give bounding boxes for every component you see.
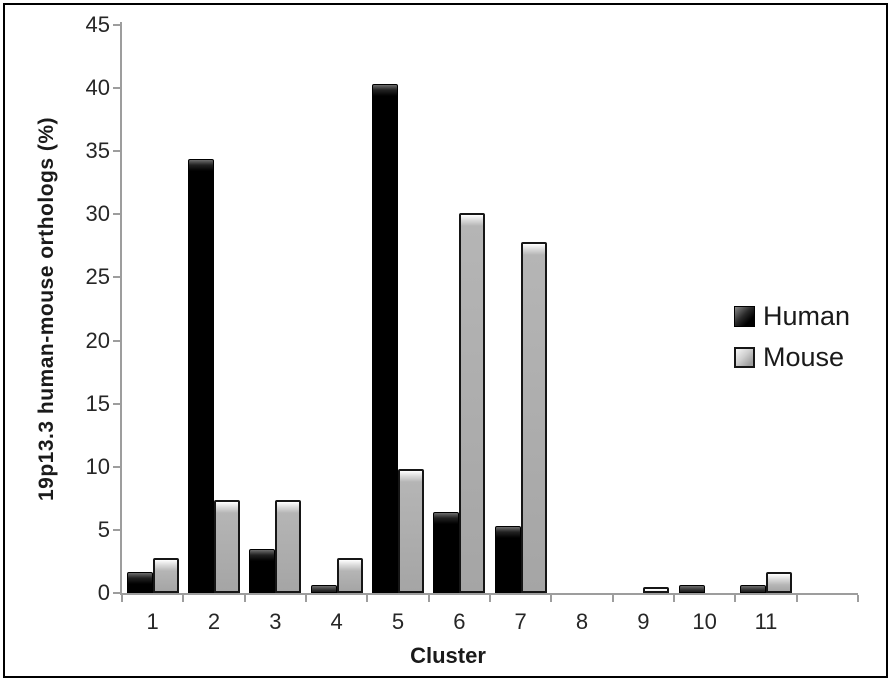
x-tick-label-10: 10 bbox=[692, 609, 717, 634]
x-tick-mark-11 bbox=[795, 595, 798, 602]
x-tick-mark-4 bbox=[366, 595, 369, 602]
x-tick-mark-9 bbox=[673, 595, 675, 602]
y-tick-label-10: 10 bbox=[85, 453, 110, 479]
y-tick-label-45: 45 bbox=[85, 12, 110, 37]
y-axis-title: 19p13.3 human-mouse orthologs (%) bbox=[35, 116, 58, 502]
bar-mouse-cluster-11 bbox=[766, 571, 792, 593]
y-tick-label-30: 30 bbox=[85, 201, 110, 227]
bar-mouse-cluster-1 bbox=[152, 557, 179, 593]
y-tick-mark-5 bbox=[113, 528, 121, 531]
bar-human-cluster-1 bbox=[126, 571, 153, 593]
x-tick-label-1: 1 bbox=[146, 609, 159, 634]
legend-label-mouse: Mouse bbox=[763, 342, 845, 372]
y-tick-mark-0 bbox=[113, 592, 121, 594]
bar-human-cluster-11 bbox=[740, 585, 766, 593]
bar-human-cluster-10 bbox=[678, 585, 705, 593]
bar-mouse-cluster-9 bbox=[643, 586, 670, 593]
x-tick-label-7: 7 bbox=[514, 609, 527, 634]
bar-mouse-cluster-2 bbox=[214, 499, 240, 593]
x-tick-mark-0 bbox=[121, 595, 123, 602]
y-tick-mark-25 bbox=[113, 276, 121, 279]
bar-mouse-cluster-5 bbox=[398, 469, 424, 593]
y-tick-mark-15 bbox=[113, 402, 121, 405]
bar-human-cluster-2 bbox=[188, 158, 214, 593]
x-tick-mark-8 bbox=[611, 595, 614, 602]
y-tick-mark-30 bbox=[113, 213, 121, 216]
x-tick-mark-3 bbox=[305, 595, 307, 602]
x-axis-title: Cluster bbox=[410, 643, 486, 668]
x-tick-mark-6 bbox=[489, 595, 491, 602]
bar-human-cluster-7 bbox=[494, 526, 521, 593]
x-tick-mark-12 bbox=[857, 595, 859, 602]
y-tick-mark-40 bbox=[113, 87, 121, 90]
x-tick-label-6: 6 bbox=[453, 609, 466, 634]
y-tick-label-0: 0 bbox=[97, 580, 110, 605]
legend: Human Mouse bbox=[734, 303, 850, 371]
y-tick-mark-20 bbox=[113, 339, 121, 342]
x-tick-mark-1 bbox=[182, 595, 185, 602]
y-axis-line bbox=[120, 22, 122, 595]
x-tick-label-5: 5 bbox=[391, 609, 405, 634]
human-series-swatch-icon bbox=[734, 306, 755, 327]
x-axis-line bbox=[120, 593, 858, 595]
y-tick-mark-45 bbox=[113, 24, 121, 26]
legend-label-human: Human bbox=[763, 301, 851, 331]
bar-human-cluster-4 bbox=[310, 585, 337, 593]
mouse-series-swatch-icon bbox=[734, 347, 755, 368]
plot-area bbox=[122, 25, 858, 593]
legend-item-human: Human bbox=[734, 303, 850, 330]
y-tick-mark-35 bbox=[113, 150, 121, 153]
y-tick-label-35: 35 bbox=[85, 138, 110, 164]
y-tick-label-20: 20 bbox=[85, 327, 110, 353]
x-tick-mark-2 bbox=[243, 595, 246, 602]
x-tick-label-4: 4 bbox=[330, 609, 343, 634]
x-tick-mark-10 bbox=[734, 595, 737, 602]
y-tick-label-15: 15 bbox=[85, 390, 110, 416]
bar-mouse-cluster-6 bbox=[459, 213, 486, 593]
x-tick-mark-5 bbox=[427, 595, 430, 602]
x-tick-label-11: 11 bbox=[754, 609, 778, 634]
y-tick-mark-10 bbox=[113, 465, 121, 468]
y-tick-label-5: 5 bbox=[97, 516, 110, 542]
x-tick-label-8: 8 bbox=[575, 609, 589, 634]
bar-human-cluster-3 bbox=[249, 548, 276, 593]
bar-mouse-cluster-7 bbox=[520, 242, 547, 593]
x-tick-label-9: 9 bbox=[637, 609, 650, 634]
x-tick-label-3: 3 bbox=[269, 609, 282, 634]
bar-mouse-cluster-4 bbox=[336, 557, 363, 593]
legend-item-mouse: Mouse bbox=[734, 344, 850, 371]
bar-human-cluster-6 bbox=[433, 512, 460, 593]
x-tick-label-2: 2 bbox=[207, 609, 221, 634]
bar-human-cluster-5 bbox=[372, 84, 398, 593]
figure-border bbox=[3, 3, 888, 678]
y-tick-label-40: 40 bbox=[85, 75, 110, 101]
bar-mouse-cluster-3 bbox=[275, 499, 302, 593]
x-tick-mark-7 bbox=[550, 595, 553, 602]
y-tick-label-25: 25 bbox=[85, 264, 110, 290]
